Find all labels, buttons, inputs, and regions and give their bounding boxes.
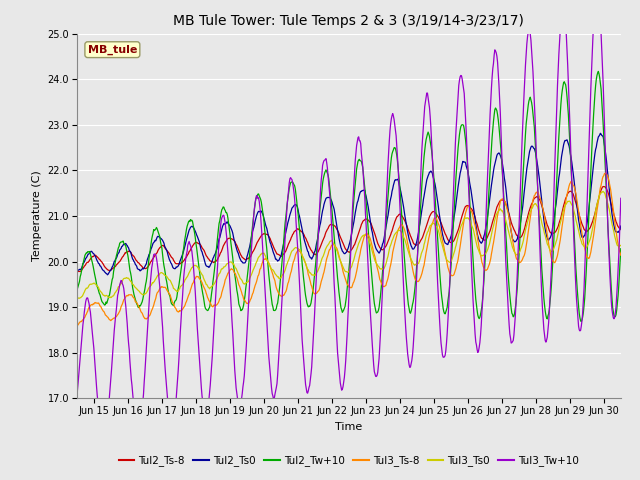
Title: MB Tule Tower: Tule Temps 2 & 3 (3/19/14-3/23/17): MB Tule Tower: Tule Temps 2 & 3 (3/19/14…: [173, 14, 524, 28]
Y-axis label: Temperature (C): Temperature (C): [32, 170, 42, 262]
X-axis label: Time: Time: [335, 421, 362, 432]
Legend: Tul2_Ts-8, Tul2_Ts0, Tul2_Tw+10, Tul3_Ts-8, Tul3_Ts0, Tul3_Tw+10: Tul2_Ts-8, Tul2_Ts0, Tul2_Tw+10, Tul3_Ts…: [115, 451, 583, 470]
Text: MB_tule: MB_tule: [88, 45, 137, 55]
